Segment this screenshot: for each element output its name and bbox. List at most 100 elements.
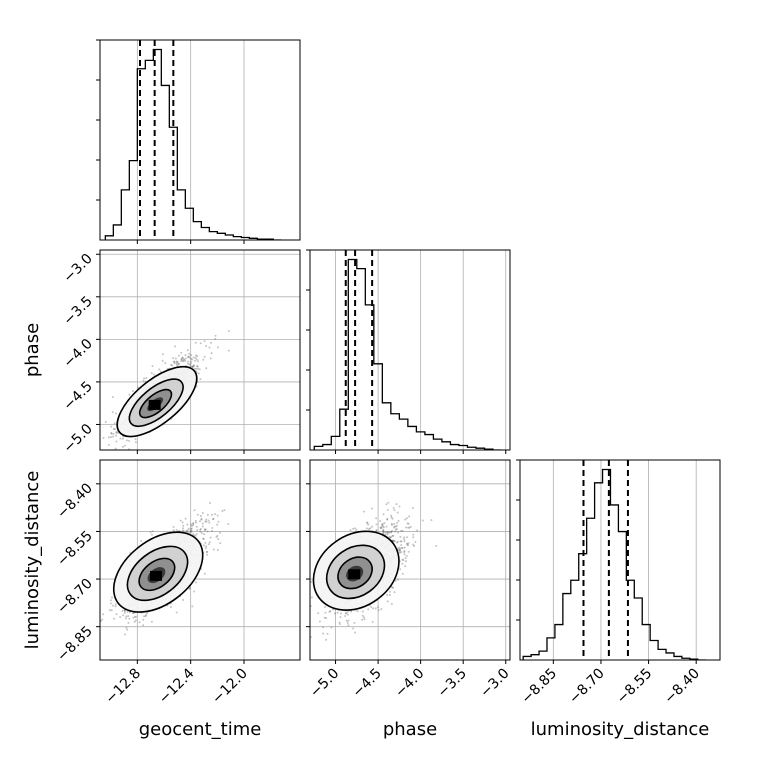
sample-point	[114, 605, 117, 608]
sample-point	[145, 614, 148, 617]
sample-point	[375, 523, 378, 526]
sample-point	[192, 364, 195, 367]
sample-point	[329, 610, 332, 613]
sample-point	[322, 632, 325, 635]
sample-point	[322, 626, 325, 629]
sample-point	[200, 518, 203, 521]
sample-point	[182, 529, 185, 532]
sample-point	[196, 355, 199, 358]
sample-point	[395, 503, 398, 506]
sample-point	[392, 539, 395, 542]
sample-point	[124, 609, 127, 612]
histogram-step-line	[104, 48, 282, 240]
panel-frame	[99, 39, 301, 241]
sample-point	[193, 367, 196, 370]
sample-point	[119, 616, 122, 619]
sample-point	[152, 373, 155, 376]
sample-point	[102, 436, 105, 439]
sample-point	[138, 621, 141, 624]
sample-point	[187, 355, 190, 358]
histogram-bars	[313, 250, 502, 450]
sample-point	[196, 529, 199, 532]
sample-point	[367, 608, 370, 611]
sample-point	[142, 618, 145, 621]
sample-point	[191, 365, 194, 368]
sample-point	[385, 503, 388, 506]
sample-point	[196, 513, 199, 516]
sample-point	[175, 363, 178, 366]
sample-point	[386, 517, 389, 520]
sample-point	[350, 610, 353, 613]
sample-point	[170, 364, 173, 367]
sample-point	[199, 514, 202, 517]
sample-point	[388, 535, 391, 538]
sample-point	[151, 530, 154, 533]
sample-point	[121, 445, 124, 448]
sample-point	[184, 517, 187, 520]
sample-point	[413, 544, 416, 547]
sample-point	[204, 541, 207, 544]
sample-point	[173, 362, 176, 365]
sample-point	[217, 520, 220, 523]
sample-point	[403, 540, 406, 543]
sample-point	[394, 530, 397, 533]
sample-point	[104, 421, 107, 424]
sample-point	[387, 501, 390, 504]
sample-point	[146, 612, 149, 615]
sample-point	[115, 613, 118, 616]
panel-frame	[309, 249, 511, 451]
sample-point	[386, 530, 389, 533]
grid-lines	[552, 460, 697, 660]
sample-point	[127, 439, 130, 442]
sample-point	[401, 546, 404, 549]
sample-point	[108, 609, 111, 612]
sample-point	[113, 422, 116, 425]
sample-point	[121, 609, 124, 612]
sample-point	[112, 432, 115, 435]
sample-point	[210, 352, 213, 355]
histogram-step-line	[522, 468, 706, 660]
y-axis-label-luminosity-distance: luminosity_distance	[22, 471, 43, 650]
sample-point	[127, 621, 130, 624]
sample-point	[101, 618, 104, 621]
sample-point	[128, 393, 131, 396]
sample-point	[370, 606, 373, 609]
sample-point	[216, 534, 219, 537]
sample-point	[181, 356, 184, 359]
sample-point	[386, 508, 389, 511]
sample-point	[400, 551, 403, 554]
sample-point	[110, 425, 113, 428]
sample-point	[398, 546, 401, 549]
sample-point	[205, 367, 208, 370]
sample-point	[192, 532, 195, 535]
sample-point	[195, 533, 198, 536]
sample-point	[196, 365, 199, 368]
sample-point	[390, 523, 393, 526]
sample-point	[114, 447, 117, 450]
sample-point	[371, 525, 374, 528]
sample-point	[193, 364, 196, 367]
sample-point	[194, 581, 197, 584]
sample-point	[115, 432, 118, 435]
sample-point	[369, 527, 372, 530]
sample-point	[352, 627, 355, 630]
sample-point	[197, 372, 200, 375]
x-axis-label-geocent-time: geocent_time	[139, 719, 262, 740]
sample-point	[390, 522, 393, 525]
density-peak	[150, 570, 162, 581]
sample-point	[211, 513, 214, 516]
sample-point	[207, 519, 210, 522]
sample-point	[365, 521, 368, 524]
sample-point	[346, 610, 349, 613]
sample-point	[382, 526, 385, 529]
sample-point	[181, 521, 184, 524]
sample-point	[211, 527, 214, 530]
sample-point	[366, 521, 369, 524]
sample-point	[202, 358, 205, 361]
sample-point	[187, 360, 190, 363]
sample-point	[347, 619, 350, 622]
sample-point	[190, 357, 193, 360]
sample-point	[390, 516, 393, 519]
sample-point	[187, 355, 190, 358]
sample-point	[393, 509, 396, 512]
